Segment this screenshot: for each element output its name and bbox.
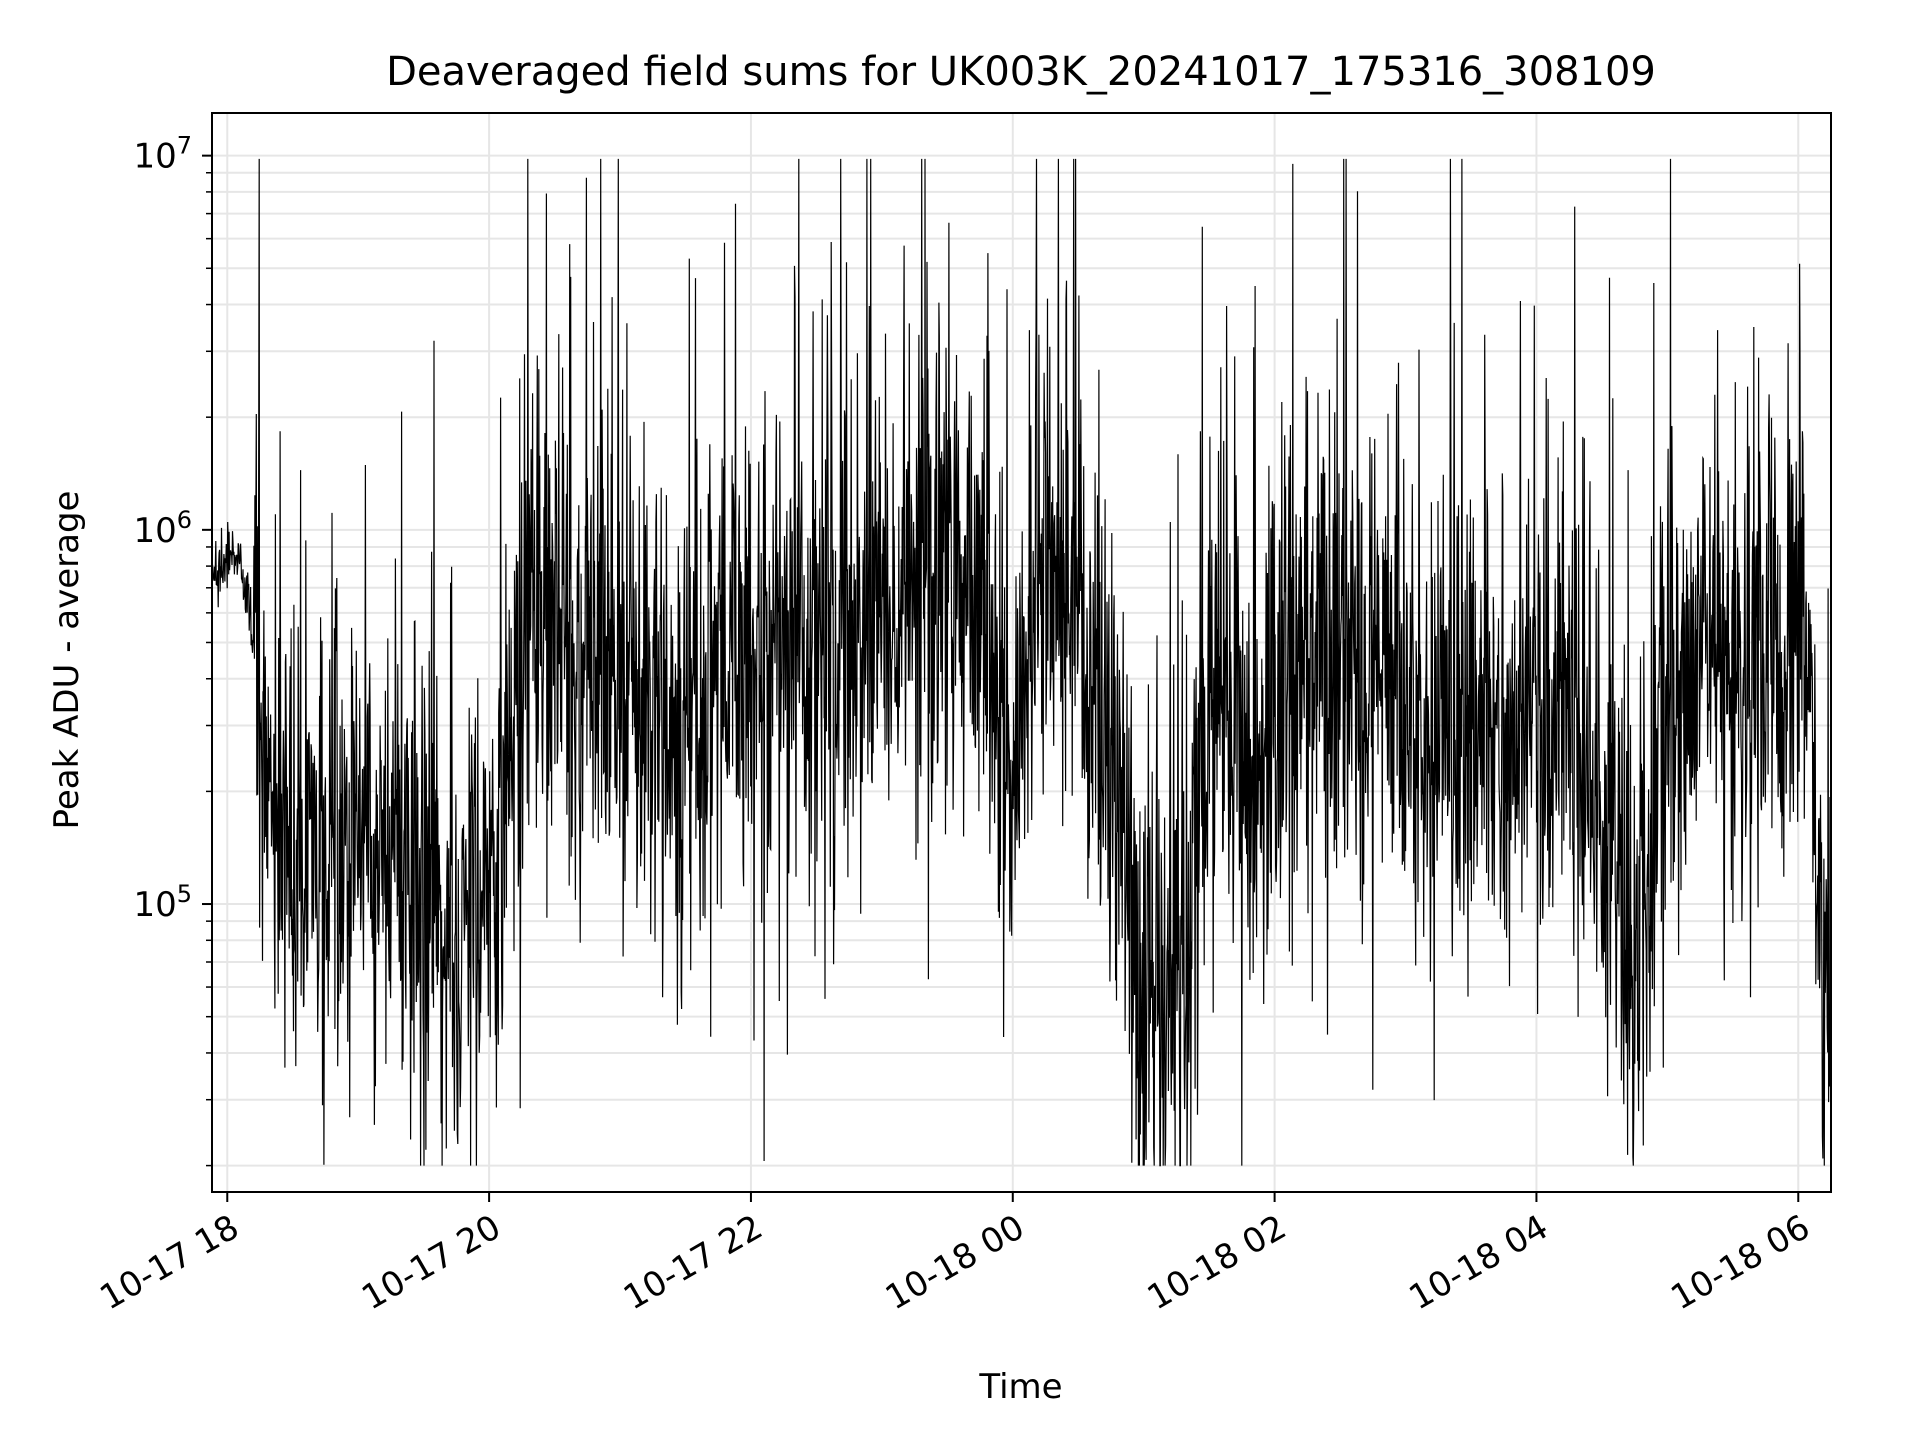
y-tick-label: 105 xyxy=(133,880,192,925)
y-tick-label: 106 xyxy=(133,506,192,551)
y-axis-label: Peak ADU - average xyxy=(47,491,87,830)
y-axis: 105 106 107 xyxy=(133,132,212,1167)
chart-title: Deaveraged field sums for UK003K_2024101… xyxy=(386,49,1656,95)
x-axis-label: Time xyxy=(978,1367,1062,1407)
y-tick-label: 107 xyxy=(133,132,192,177)
axes-frame xyxy=(211,112,1832,1193)
series-line xyxy=(211,158,1832,1167)
